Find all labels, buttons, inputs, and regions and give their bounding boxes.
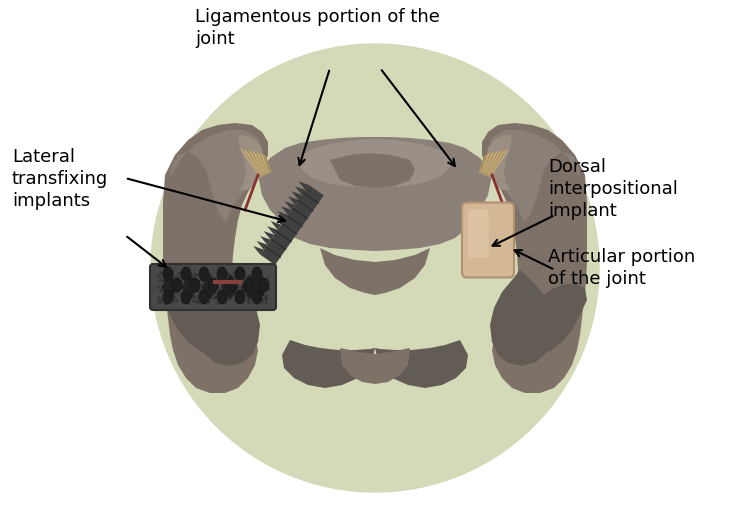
Polygon shape (258, 137, 492, 241)
Text: interpositional: interpositional (548, 180, 678, 198)
Polygon shape (295, 186, 305, 195)
Polygon shape (201, 274, 219, 300)
Polygon shape (524, 283, 587, 355)
Polygon shape (274, 216, 285, 225)
Text: Ligamentous portion of the: Ligamentous portion of the (195, 8, 440, 26)
Ellipse shape (252, 290, 262, 304)
Polygon shape (281, 206, 292, 215)
Polygon shape (478, 153, 488, 173)
Polygon shape (240, 148, 262, 178)
Polygon shape (250, 150, 266, 176)
Polygon shape (161, 274, 179, 300)
Ellipse shape (208, 278, 218, 292)
Ellipse shape (190, 278, 200, 292)
Circle shape (151, 44, 599, 492)
Polygon shape (479, 152, 490, 173)
Polygon shape (260, 185, 324, 265)
Polygon shape (263, 231, 274, 240)
Polygon shape (278, 211, 288, 220)
Polygon shape (242, 148, 263, 177)
FancyBboxPatch shape (150, 264, 276, 310)
Polygon shape (298, 181, 309, 190)
Polygon shape (244, 149, 264, 177)
Polygon shape (295, 139, 455, 188)
Polygon shape (251, 274, 269, 300)
Ellipse shape (217, 290, 227, 304)
Polygon shape (170, 130, 263, 222)
Polygon shape (241, 274, 259, 300)
Text: implants: implants (12, 192, 90, 210)
Polygon shape (262, 153, 272, 173)
Polygon shape (163, 283, 226, 355)
Ellipse shape (226, 278, 236, 292)
Polygon shape (258, 152, 270, 174)
Polygon shape (254, 151, 268, 175)
Polygon shape (486, 135, 512, 190)
Polygon shape (163, 123, 268, 393)
Polygon shape (484, 150, 500, 176)
Polygon shape (487, 148, 508, 177)
Polygon shape (330, 153, 415, 188)
Text: transfixing: transfixing (12, 170, 108, 188)
Text: Lateral: Lateral (12, 148, 75, 166)
Polygon shape (271, 221, 281, 230)
Ellipse shape (163, 267, 173, 281)
Polygon shape (256, 151, 269, 174)
Ellipse shape (235, 290, 245, 304)
FancyBboxPatch shape (468, 209, 489, 258)
Polygon shape (484, 150, 502, 176)
Polygon shape (252, 151, 268, 175)
Polygon shape (288, 196, 298, 205)
Polygon shape (246, 149, 265, 176)
Ellipse shape (235, 267, 245, 281)
Polygon shape (196, 270, 260, 366)
Text: Dorsal: Dorsal (548, 158, 606, 176)
Polygon shape (256, 241, 267, 250)
FancyBboxPatch shape (462, 203, 514, 278)
Polygon shape (340, 348, 410, 384)
Text: joint: joint (195, 30, 235, 48)
Polygon shape (480, 152, 492, 174)
Polygon shape (490, 270, 554, 366)
Ellipse shape (259, 278, 269, 292)
Ellipse shape (172, 278, 182, 292)
Ellipse shape (199, 290, 209, 304)
Ellipse shape (181, 290, 191, 304)
Polygon shape (282, 340, 375, 388)
Polygon shape (181, 274, 199, 300)
Polygon shape (292, 191, 302, 200)
Polygon shape (486, 149, 506, 177)
Ellipse shape (199, 267, 209, 281)
Text: implant: implant (548, 202, 616, 220)
Ellipse shape (217, 267, 227, 281)
Polygon shape (481, 151, 494, 174)
Polygon shape (482, 123, 587, 393)
Polygon shape (260, 236, 271, 245)
Polygon shape (482, 151, 498, 175)
Polygon shape (284, 201, 295, 210)
Polygon shape (267, 226, 278, 235)
Polygon shape (487, 130, 580, 222)
Polygon shape (285, 210, 465, 251)
Polygon shape (254, 246, 264, 255)
Ellipse shape (181, 267, 191, 281)
Text: Articular portion: Articular portion (548, 248, 695, 266)
Ellipse shape (252, 267, 262, 281)
Polygon shape (482, 151, 496, 175)
Polygon shape (248, 150, 266, 176)
Polygon shape (221, 274, 239, 300)
Polygon shape (488, 148, 510, 178)
Polygon shape (320, 248, 430, 295)
Polygon shape (375, 340, 468, 388)
Text: of the joint: of the joint (548, 270, 646, 288)
Ellipse shape (244, 278, 254, 292)
Ellipse shape (163, 290, 173, 304)
Polygon shape (238, 135, 264, 190)
Polygon shape (260, 152, 271, 173)
Polygon shape (485, 149, 504, 176)
